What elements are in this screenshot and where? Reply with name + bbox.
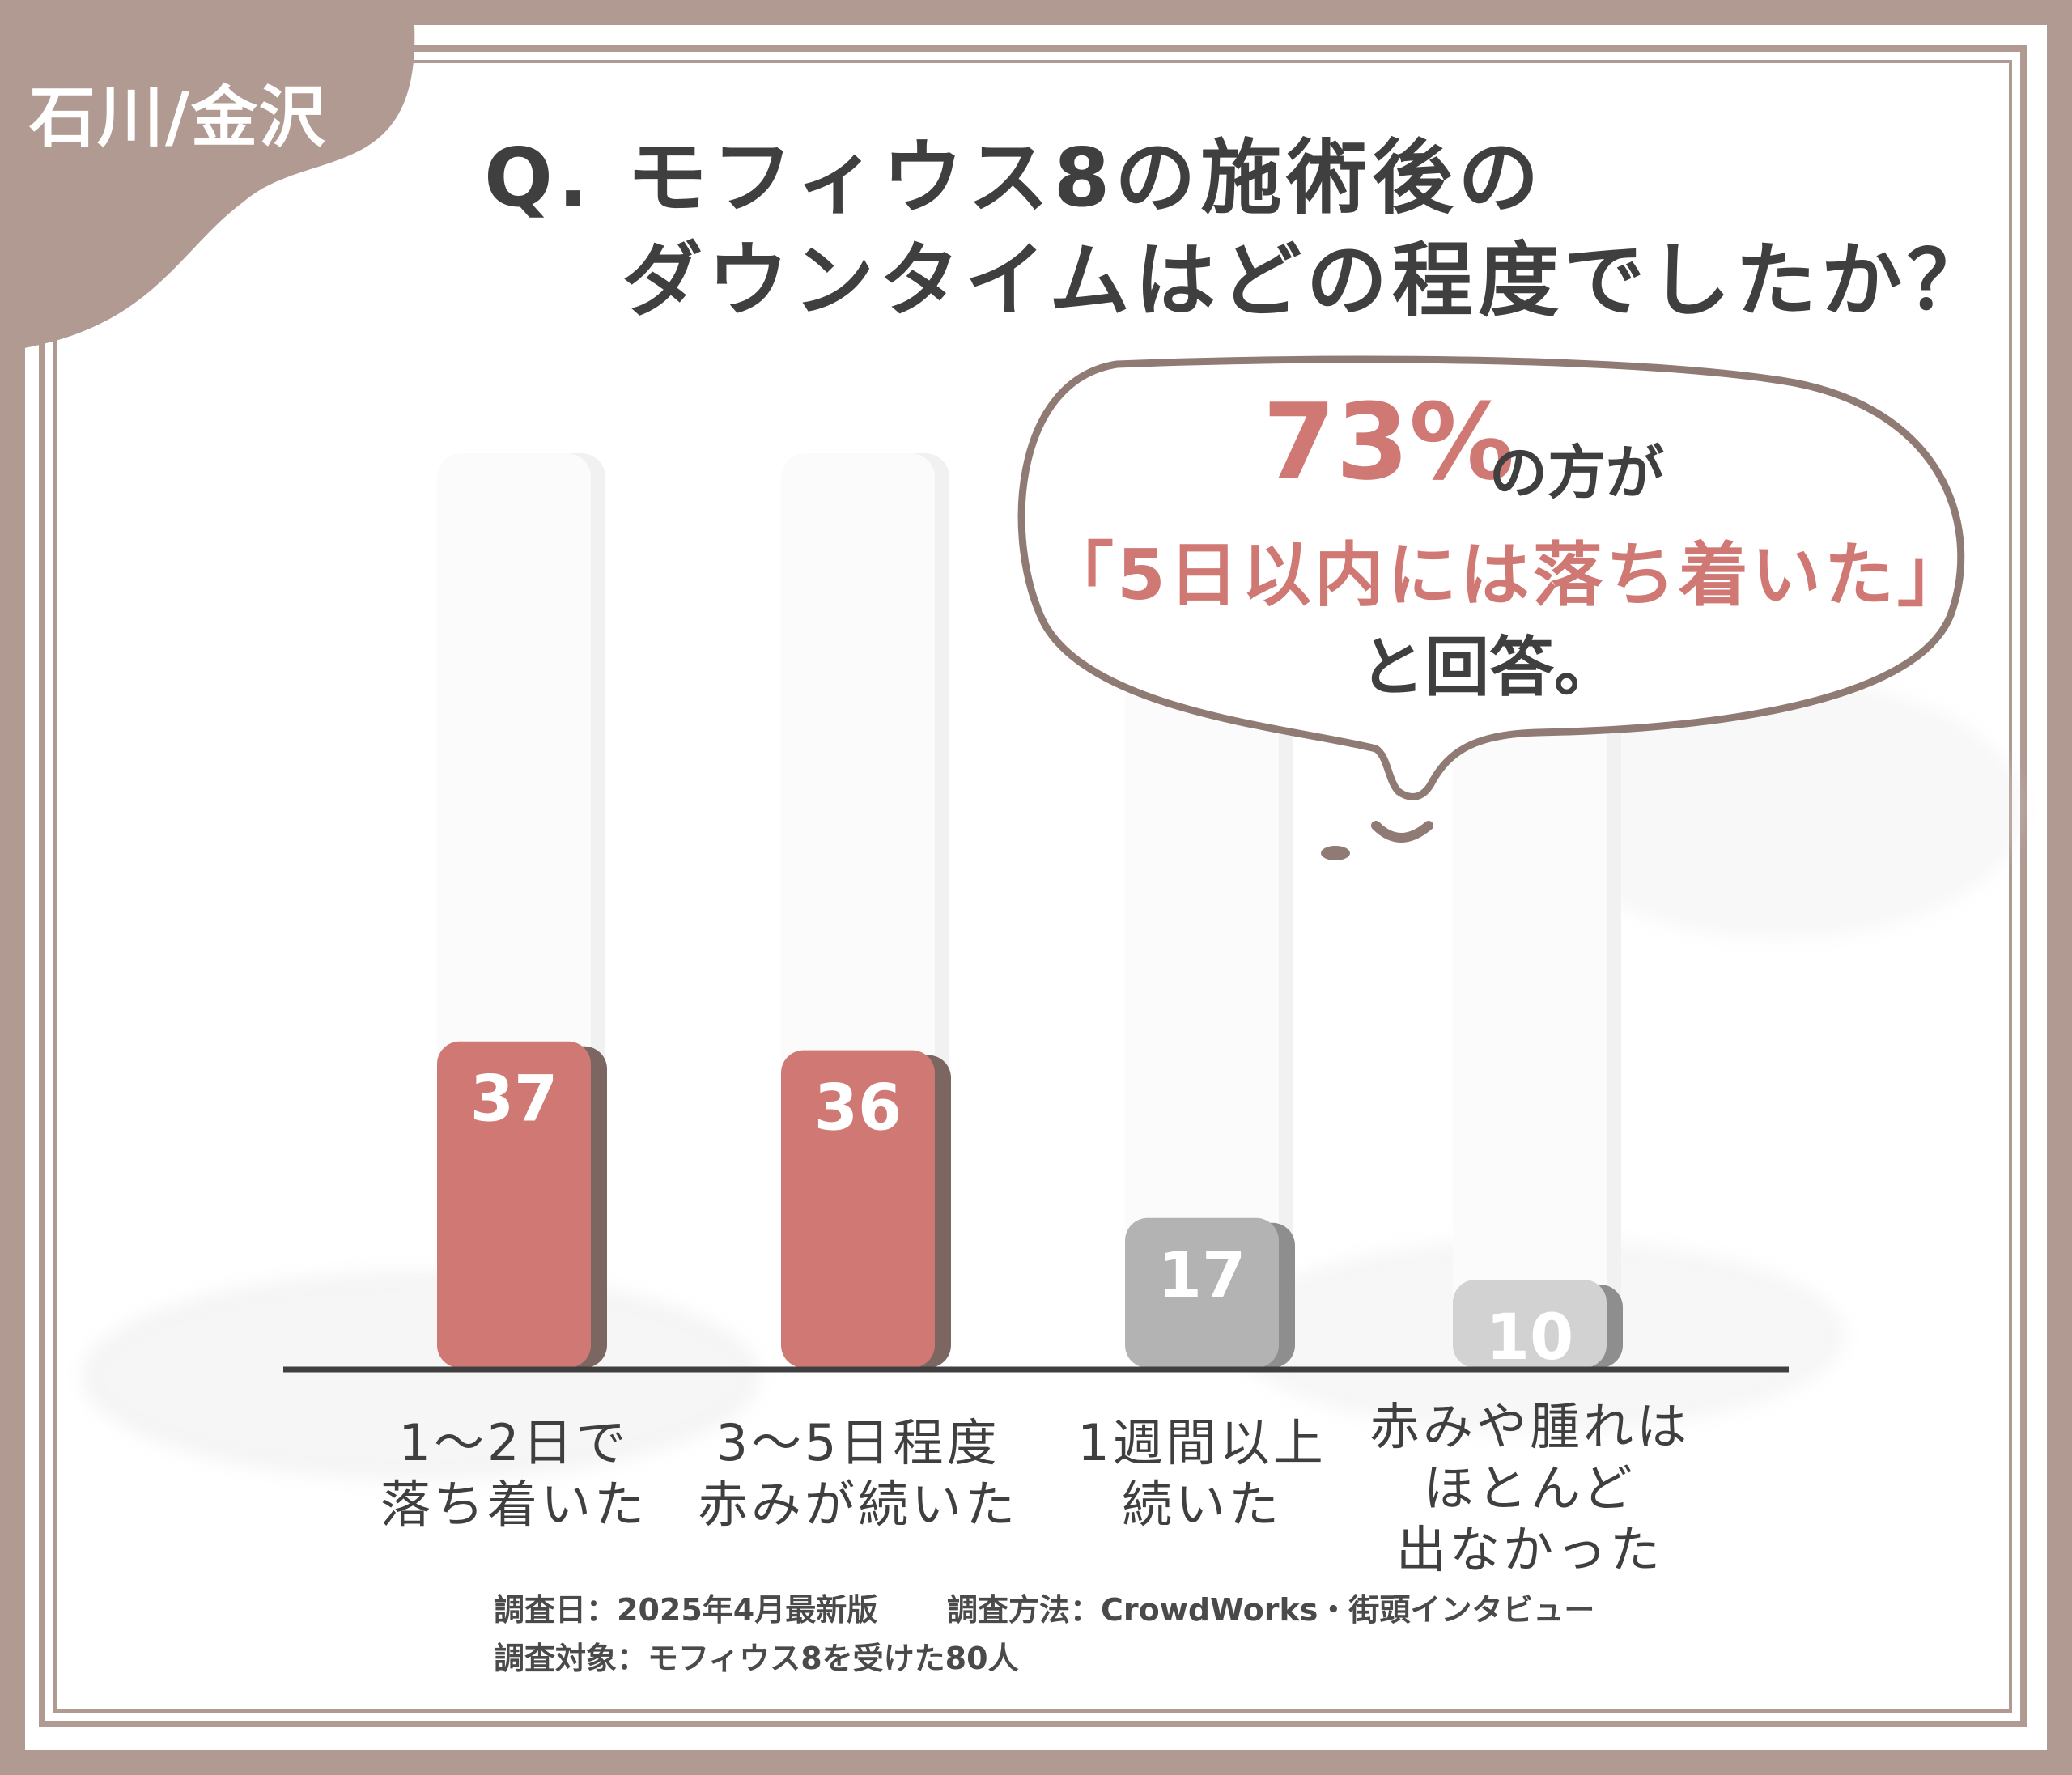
callout-bubble	[1017, 355, 1965, 800]
callout-quote: 「5日以内には落ち着いた」	[1044, 535, 1970, 616]
category-label-3: 1週間以上 続いた	[1077, 1413, 1327, 1534]
footnote-method: 調査方法：CrowdWorks・街頭インタビュー	[947, 1592, 1595, 1628]
callout-tail: と回答。	[1360, 630, 1619, 705]
footnote-date: 調査日：2025年4月最新版	[494, 1592, 878, 1628]
callout-drop-1	[1371, 821, 1433, 843]
footnote-target: 調査対象：モフィウス8を受けた80人	[494, 1641, 1019, 1676]
bar-1	[437, 1041, 591, 1368]
category-label-1: 1〜2日で 落ち着いた	[380, 1413, 648, 1534]
category-label-2: 3〜5日程度 赤みが続いた	[697, 1413, 1018, 1534]
bar-2	[781, 1050, 935, 1368]
inner-frame-inner-line	[53, 60, 2012, 1713]
bar-3	[1125, 1217, 1279, 1368]
callout-drop-2	[1321, 846, 1350, 860]
bar-4	[1453, 1280, 1607, 1368]
corner-tag-shape	[24, 24, 415, 348]
inner-frame-outer-line	[39, 45, 2027, 1727]
bar-value-label-3: 17	[1158, 1240, 1246, 1313]
category-label-4: 赤みや腫れは ほとんど 出なかった	[1369, 1397, 1690, 1579]
bar-value-label-4: 10	[1486, 1302, 1574, 1374]
callout-percent: 73%	[1263, 380, 1515, 503]
bar-value-label-1: 37	[470, 1064, 558, 1136]
location-tag: 石川/金沢	[29, 79, 327, 156]
question-line-1: Q. モフィウス8の施術後の	[484, 130, 1544, 225]
bar-value-label-2: 36	[814, 1072, 902, 1145]
callout-after-percent: の方が	[1489, 439, 1665, 507]
question-line-2: ダウンタイムはどの程度でしたか？	[622, 233, 1993, 328]
